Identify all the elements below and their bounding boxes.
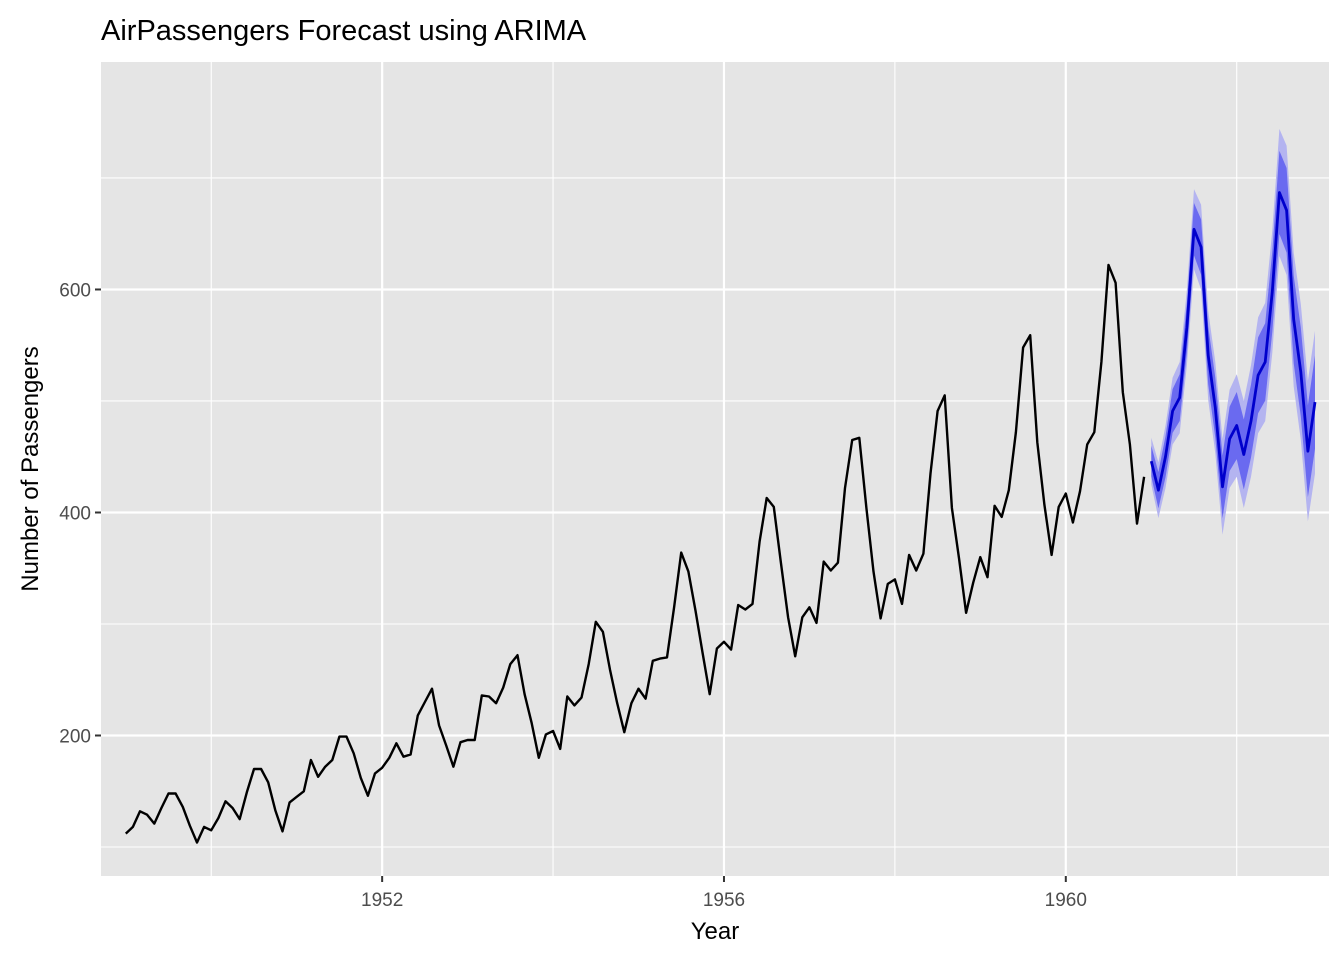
observed-line (124, 263, 1146, 844)
y-tick-label: 400 (59, 503, 91, 524)
series-lines (124, 191, 1317, 844)
y-tick-label: 600 (59, 280, 91, 301)
forecast-mean-line (1149, 191, 1317, 492)
y-axis-title: Number of Passengers (17, 346, 44, 591)
y-tick-label: 200 (59, 727, 91, 748)
plot-panel (101, 62, 1329, 876)
x-axis-title: Year (691, 918, 740, 945)
x-axis: 1952 1956 1960 (361, 876, 1087, 911)
x-tick-label: 1956 (703, 890, 745, 911)
minor-gridlines (101, 62, 1329, 876)
x-tick-label: 1960 (1045, 890, 1087, 911)
major-gridlines (101, 62, 1329, 876)
x-tick-label: 1952 (361, 890, 403, 911)
y-axis: 200 400 600 (59, 280, 101, 748)
chart-title: AirPassengers Forecast using ARIMA (101, 15, 587, 47)
